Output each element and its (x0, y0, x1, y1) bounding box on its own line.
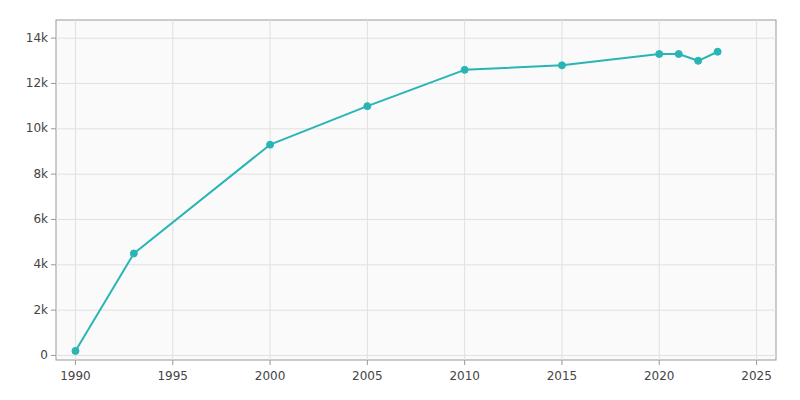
y-grid-line (56, 264, 776, 265)
x-tick (464, 360, 465, 365)
data-point (695, 57, 702, 64)
y-tick (51, 128, 56, 129)
y-tick (51, 310, 56, 311)
x-tick (75, 360, 76, 365)
x-tick (367, 360, 368, 365)
y-tick-label: 6k (33, 212, 48, 226)
data-point (675, 51, 682, 58)
y-grid-line (56, 174, 776, 175)
y-grid-line (56, 310, 776, 311)
x-tick (172, 360, 173, 365)
data-point (267, 141, 274, 148)
x-tick-label: 1995 (157, 369, 188, 383)
chart-container: 0 2k 4k 6k 8k 10k 12k 14k 1990 1995 2000 2005 2010 20… (0, 0, 800, 400)
data-point (558, 62, 565, 69)
x-tick (659, 360, 660, 365)
y-tick-label: 4k (33, 257, 48, 271)
x-grid-line (75, 20, 76, 360)
x-tick-label: 2010 (449, 369, 480, 383)
data-point (714, 48, 721, 55)
x-tick-label: 2005 (352, 369, 383, 383)
y-grid-line (56, 38, 776, 39)
x-grid-line (270, 20, 271, 360)
data-line (75, 52, 717, 351)
y-grid-line (56, 219, 776, 220)
y-tick-label: 14k (26, 31, 48, 45)
x-grid-line (172, 20, 173, 360)
x-tick (561, 360, 562, 365)
x-tick (270, 360, 271, 365)
data-point (656, 51, 663, 58)
y-tick (51, 38, 56, 39)
data-point (461, 66, 468, 73)
y-grid-line (56, 355, 776, 356)
data-layer (72, 48, 721, 354)
axes: 0 2k 4k 6k 8k 10k 12k 14k 1990 1995 2000 2005 2010 20… (26, 31, 772, 383)
plot-frame (56, 20, 776, 360)
grid (56, 20, 776, 360)
data-point (364, 103, 371, 110)
x-tick (756, 360, 757, 365)
y-tick-label: 2k (33, 303, 48, 317)
y-tick-label: 12k (26, 76, 48, 90)
y-tick-label: 10k (26, 121, 48, 135)
y-tick (51, 174, 56, 175)
chart-svg: 0 2k 4k 6k 8k 10k 12k 14k 1990 1995 2000 2005 2010 20… (0, 0, 800, 400)
y-tick-label: 0 (40, 348, 48, 362)
y-grid-line (56, 83, 776, 84)
y-tick (51, 264, 56, 265)
x-tick-label: 2000 (255, 369, 286, 383)
x-grid-line (367, 20, 368, 360)
y-tick-label: 8k (33, 167, 48, 181)
y-tick (51, 83, 56, 84)
x-tick-label: 2015 (547, 369, 578, 383)
y-tick (51, 219, 56, 220)
x-grid-line (756, 20, 757, 360)
y-tick (51, 355, 56, 356)
x-grid-line (659, 20, 660, 360)
x-tick-label: 2025 (741, 369, 772, 383)
x-grid-line (561, 20, 562, 360)
x-tick-label: 2020 (644, 369, 675, 383)
y-grid-line (56, 128, 776, 129)
x-tick-label: 1990 (60, 369, 91, 383)
data-point (72, 347, 79, 354)
data-point (130, 250, 137, 257)
